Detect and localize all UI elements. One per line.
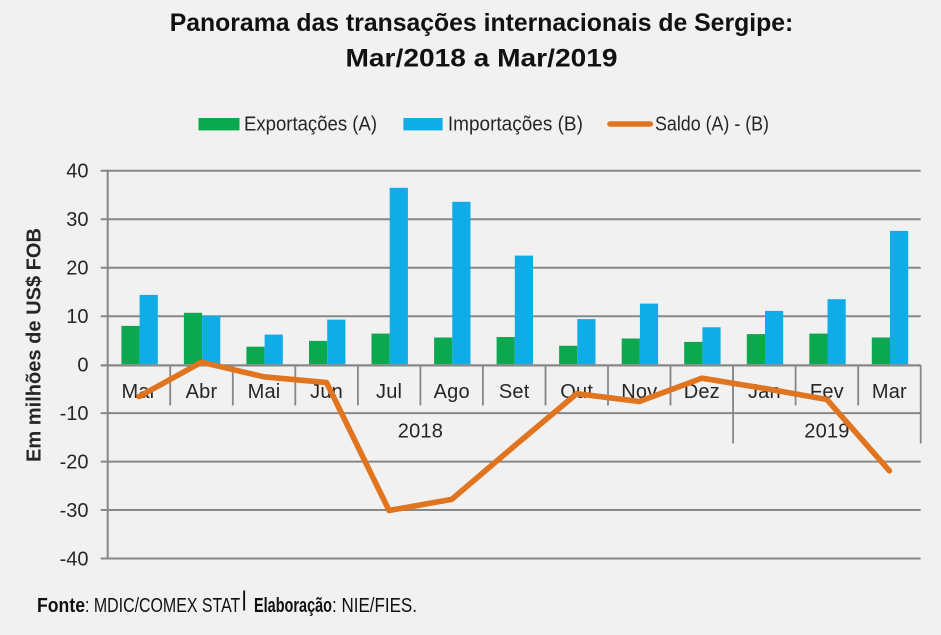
svg-text:Importações (B): Importações (B) [448,114,583,136]
svg-text:-10: -10 [60,403,89,425]
svg-text:Dez: Dez [684,381,720,403]
svg-text:Jul: Jul [376,381,402,403]
svg-text:10: 10 [66,306,88,328]
svg-text:2018: 2018 [398,421,443,443]
svg-text:Elaboração: Elaboração [254,595,332,617]
svg-text:-40: -40 [60,548,89,570]
svg-text:Mar: Mar [121,381,156,403]
svg-text:0: 0 [77,354,88,376]
svg-text:Saldo (A) - (B): Saldo (A) - (B) [655,114,769,136]
svg-text:20: 20 [66,258,88,280]
svg-text:30: 30 [66,209,88,231]
svg-text:: MDIC/COMEX STAT: : MDIC/COMEX STAT [85,595,240,617]
svg-text:Mai: Mai [248,381,281,403]
svg-text:Exportações (A): Exportações (A) [244,114,377,136]
svg-text:: NIE/FIES.: : NIE/FIES. [332,595,417,617]
svg-text:-20: -20 [60,451,89,473]
svg-text:Mar/2018 a Mar/2019: Mar/2018 a Mar/2019 [346,45,618,73]
svg-text:Set: Set [499,381,530,403]
svg-text:Abr: Abr [186,381,218,403]
svg-text:2019: 2019 [804,421,849,443]
svg-text:Mar: Mar [872,381,907,403]
svg-text:Panorama das transações intern: Panorama das transações internacionais d… [170,9,794,37]
svg-text:Em milhões de US$ FOB: Em milhões de US$ FOB [24,228,46,462]
svg-text:Ago: Ago [434,381,470,403]
svg-text:40: 40 [66,161,88,183]
svg-text:-30: -30 [60,500,89,522]
svg-text:Fonte: Fonte [37,595,85,617]
